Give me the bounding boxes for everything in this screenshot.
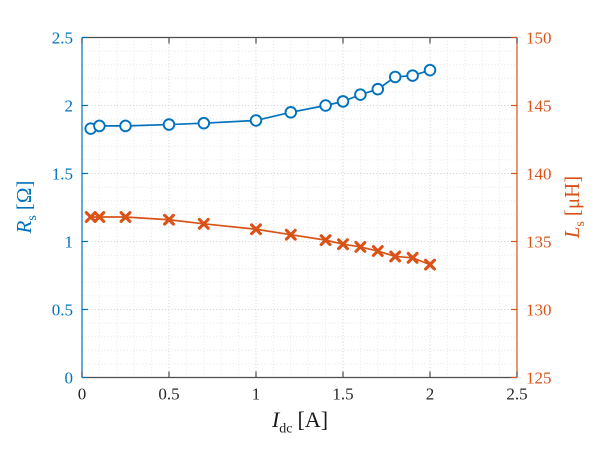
x-axis-label: Idc [A]	[0, 406, 600, 437]
left-y-tick-label: 1	[65, 233, 74, 252]
marker-x	[389, 250, 402, 263]
x-tick-label: 2.5	[506, 385, 527, 404]
right-y-axis-symbol: L	[560, 226, 584, 239]
marker-circle	[336, 95, 350, 108]
marker-x	[371, 245, 384, 257]
marker-circle	[406, 69, 419, 82]
marker-circle	[388, 70, 402, 84]
marker-circle	[249, 114, 263, 127]
left-y-tick-label: 0	[65, 369, 74, 388]
marker-x	[93, 211, 106, 223]
left-y-axis-subscript: s	[25, 215, 41, 221]
x-axis-symbol: I	[271, 407, 280, 432]
marker-circle	[162, 118, 176, 131]
right-y-tick-label: 125	[526, 369, 552, 388]
marker-circle	[197, 116, 211, 130]
left-y-tick-label: 2.5	[52, 29, 73, 48]
marker-x	[354, 240, 367, 253]
marker-circle	[119, 119, 132, 133]
marker-x	[284, 228, 297, 241]
marker-circle	[93, 119, 106, 133]
marker-x	[337, 238, 349, 251]
x-tick-label: 0.5	[158, 385, 179, 404]
x-tick-label: 1	[252, 385, 261, 404]
marker-circle	[371, 82, 385, 96]
x-tick-label: 0	[78, 385, 87, 404]
right-y-axis-unit: [μH]	[560, 175, 584, 217]
right-y-axis-label: Ls [μH]	[558, 107, 589, 307]
marker-x	[250, 223, 262, 236]
marker-x	[319, 234, 332, 247]
marker-x	[424, 258, 436, 271]
axes-frame	[81, 36, 518, 379]
left-y-axis-symbol: R	[12, 220, 36, 234]
marker-circle	[423, 63, 437, 77]
marker-circle	[354, 88, 367, 101]
grid	[82, 37, 517, 378]
left-y-tick-label: 0.5	[52, 301, 73, 320]
left-y-tick-label: 2	[65, 97, 74, 116]
left-y-axis-unit: [Ω]	[12, 180, 36, 211]
series-R_s	[84, 63, 437, 135]
x-tick-label: 1.5	[332, 385, 353, 404]
x-axis-unit: [A]	[297, 407, 329, 432]
right-y-axis-subscript: s	[573, 221, 589, 227]
left-y-tick-label: 1.5	[52, 165, 73, 184]
right-y-tick-label: 140	[526, 165, 552, 184]
marker-circle	[319, 99, 332, 112]
x-axis-subscript: dc	[279, 421, 293, 437]
x-tick-label: 2	[426, 385, 435, 404]
right-y-tick-label: 130	[526, 301, 552, 320]
marker-x	[163, 213, 175, 226]
ticks-and-tick-labels: 0 0.5 1 1.5 2 2.500.511.522.51251301351401451…	[52, 29, 552, 404]
series-L_s	[84, 211, 436, 271]
marker-x	[84, 211, 97, 223]
right-y-tick-label: 150	[526, 29, 552, 48]
marker-x	[197, 217, 210, 230]
right-y-tick-label: 135	[526, 233, 552, 252]
marker-x	[119, 211, 132, 223]
marker-x	[406, 251, 419, 264]
right-y-tick-label: 145	[526, 97, 552, 116]
marker-circle	[284, 106, 298, 119]
left-y-axis-label: Rs [Ω]	[10, 107, 41, 307]
